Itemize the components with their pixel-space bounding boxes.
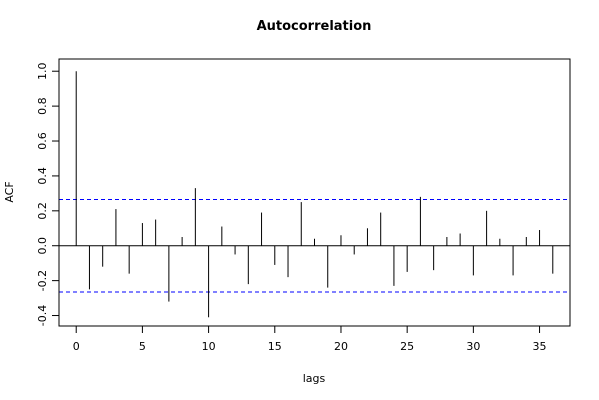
x-tick-label: 35 <box>533 340 547 353</box>
y-tick-label: 0.0 <box>36 237 49 255</box>
x-tick-label: 15 <box>268 340 282 353</box>
y-tick-label: 0.6 <box>36 132 49 150</box>
plot-frame <box>58 58 571 327</box>
y-tick-label: -0.2 <box>36 270 49 291</box>
confidence-bounds <box>59 198 570 293</box>
x-tick-label: 10 <box>202 340 216 353</box>
y-axis-label: ACF <box>3 181 16 202</box>
x-axis-label: lags <box>303 372 326 385</box>
chart-title: Autocorrelation <box>257 19 372 34</box>
x-tick-label: 30 <box>466 340 480 353</box>
x-axis: 0 5 10 15 20 25 30 35 <box>73 325 547 353</box>
y-tick-label: 0.4 <box>36 167 49 185</box>
x-tick-label: 25 <box>400 340 414 353</box>
y-tick-label: 1.0 <box>36 62 49 80</box>
acf-bars <box>75 71 554 318</box>
y-tick-label: 0.8 <box>36 97 49 115</box>
x-tick-label: 5 <box>139 340 146 353</box>
y-axis: -0.4 -0.2 0.0 0.2 0.4 0.6 0.8 1.0 <box>36 62 60 326</box>
x-tick-label: 0 <box>73 340 80 353</box>
x-tick-label: 20 <box>334 340 348 353</box>
y-tick-label: 0.2 <box>36 202 49 220</box>
y-tick-label: -0.4 <box>36 305 49 326</box>
